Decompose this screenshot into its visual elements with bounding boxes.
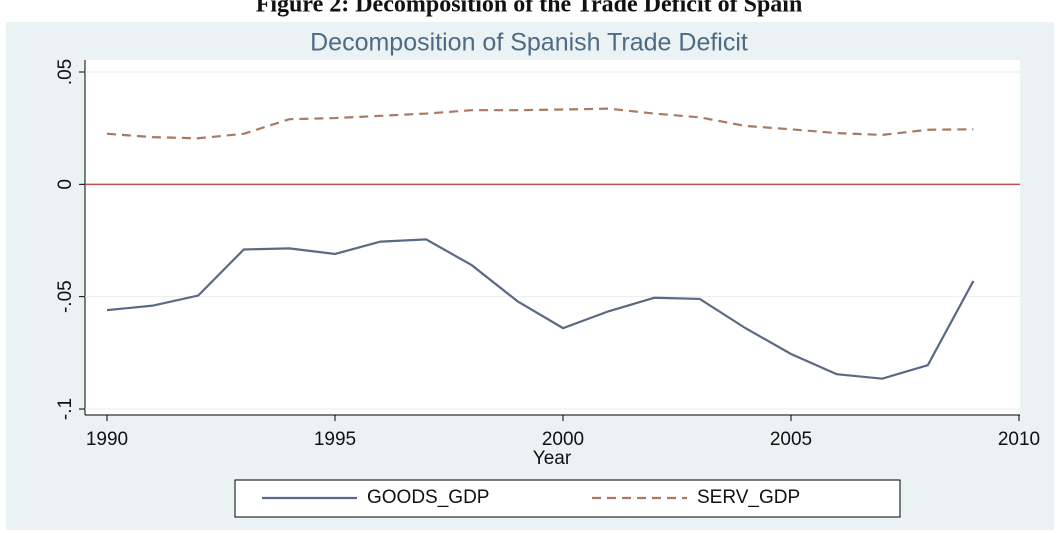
- x-tick-label: 1990: [86, 429, 128, 450]
- y-tick-label: 0: [55, 179, 76, 190]
- legend-label: SERV_GDP: [697, 487, 800, 508]
- x-tick-label: 2000: [542, 429, 584, 450]
- x-tick-label: 2010: [998, 429, 1040, 450]
- legend-label: GOODS_GDP: [367, 487, 489, 508]
- y-tick-label: .05: [55, 59, 76, 85]
- series-line: [106, 107, 974, 140]
- caption: Figure 2: Decomposition of the Trade Def…: [256, 0, 803, 18]
- y-tick-label: -.1: [55, 398, 76, 420]
- y-tick-label: -.05: [55, 280, 76, 313]
- x-tick-label: 2005: [770, 429, 812, 450]
- x-tick-label: 1995: [314, 429, 356, 450]
- plot-area: [85, 60, 1020, 415]
- chart-title: Decomposition of Spanish Trade Deficit: [310, 29, 748, 57]
- series-line: [106, 238, 975, 380]
- x-axis-title: Year: [533, 448, 572, 469]
